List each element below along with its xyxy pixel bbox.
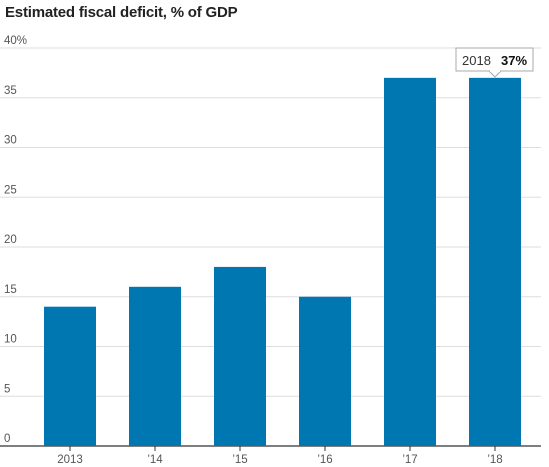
- y-tick-label: 35: [4, 85, 17, 97]
- x-tick-label: ’17: [402, 454, 417, 466]
- bar[interactable]: [469, 77, 521, 446]
- x-tick-label: ’18: [487, 454, 502, 466]
- x-tick-label: ’16: [317, 454, 332, 466]
- bar[interactable]: [214, 266, 266, 446]
- bar[interactable]: [299, 296, 351, 446]
- y-tick-label: 0: [4, 433, 10, 445]
- x-axis-labels: 2013 ’14 ’15 ’16 ’17 ’18: [57, 446, 503, 466]
- y-tick-label: 20: [4, 234, 17, 246]
- y-tick-label: 40%: [4, 35, 27, 47]
- bars: [44, 77, 521, 446]
- x-tick-label: 2013: [57, 454, 83, 466]
- y-tick-label: 15: [4, 284, 17, 296]
- x-tick-label: ’15: [232, 454, 247, 466]
- tooltip: 2018 37%: [455, 47, 534, 78]
- y-tick-label: 25: [4, 184, 17, 196]
- grid-lines: [0, 47, 541, 447]
- y-tick-label: 30: [4, 135, 17, 147]
- y-tick-label: 10: [4, 334, 17, 346]
- bar[interactable]: [44, 306, 96, 446]
- chart-title: Estimated fiscal deficit, % of GDP: [5, 4, 238, 21]
- y-tick-label: 5: [4, 383, 10, 395]
- tooltip-year: 2018: [462, 53, 491, 68]
- bar[interactable]: [129, 286, 181, 446]
- x-tick-label: ’14: [147, 454, 163, 466]
- y-axis-labels: 0 5 10 15 20 25 30 35 40%: [4, 35, 27, 445]
- tooltip-value: 37%: [501, 53, 527, 68]
- bar[interactable]: [384, 77, 436, 446]
